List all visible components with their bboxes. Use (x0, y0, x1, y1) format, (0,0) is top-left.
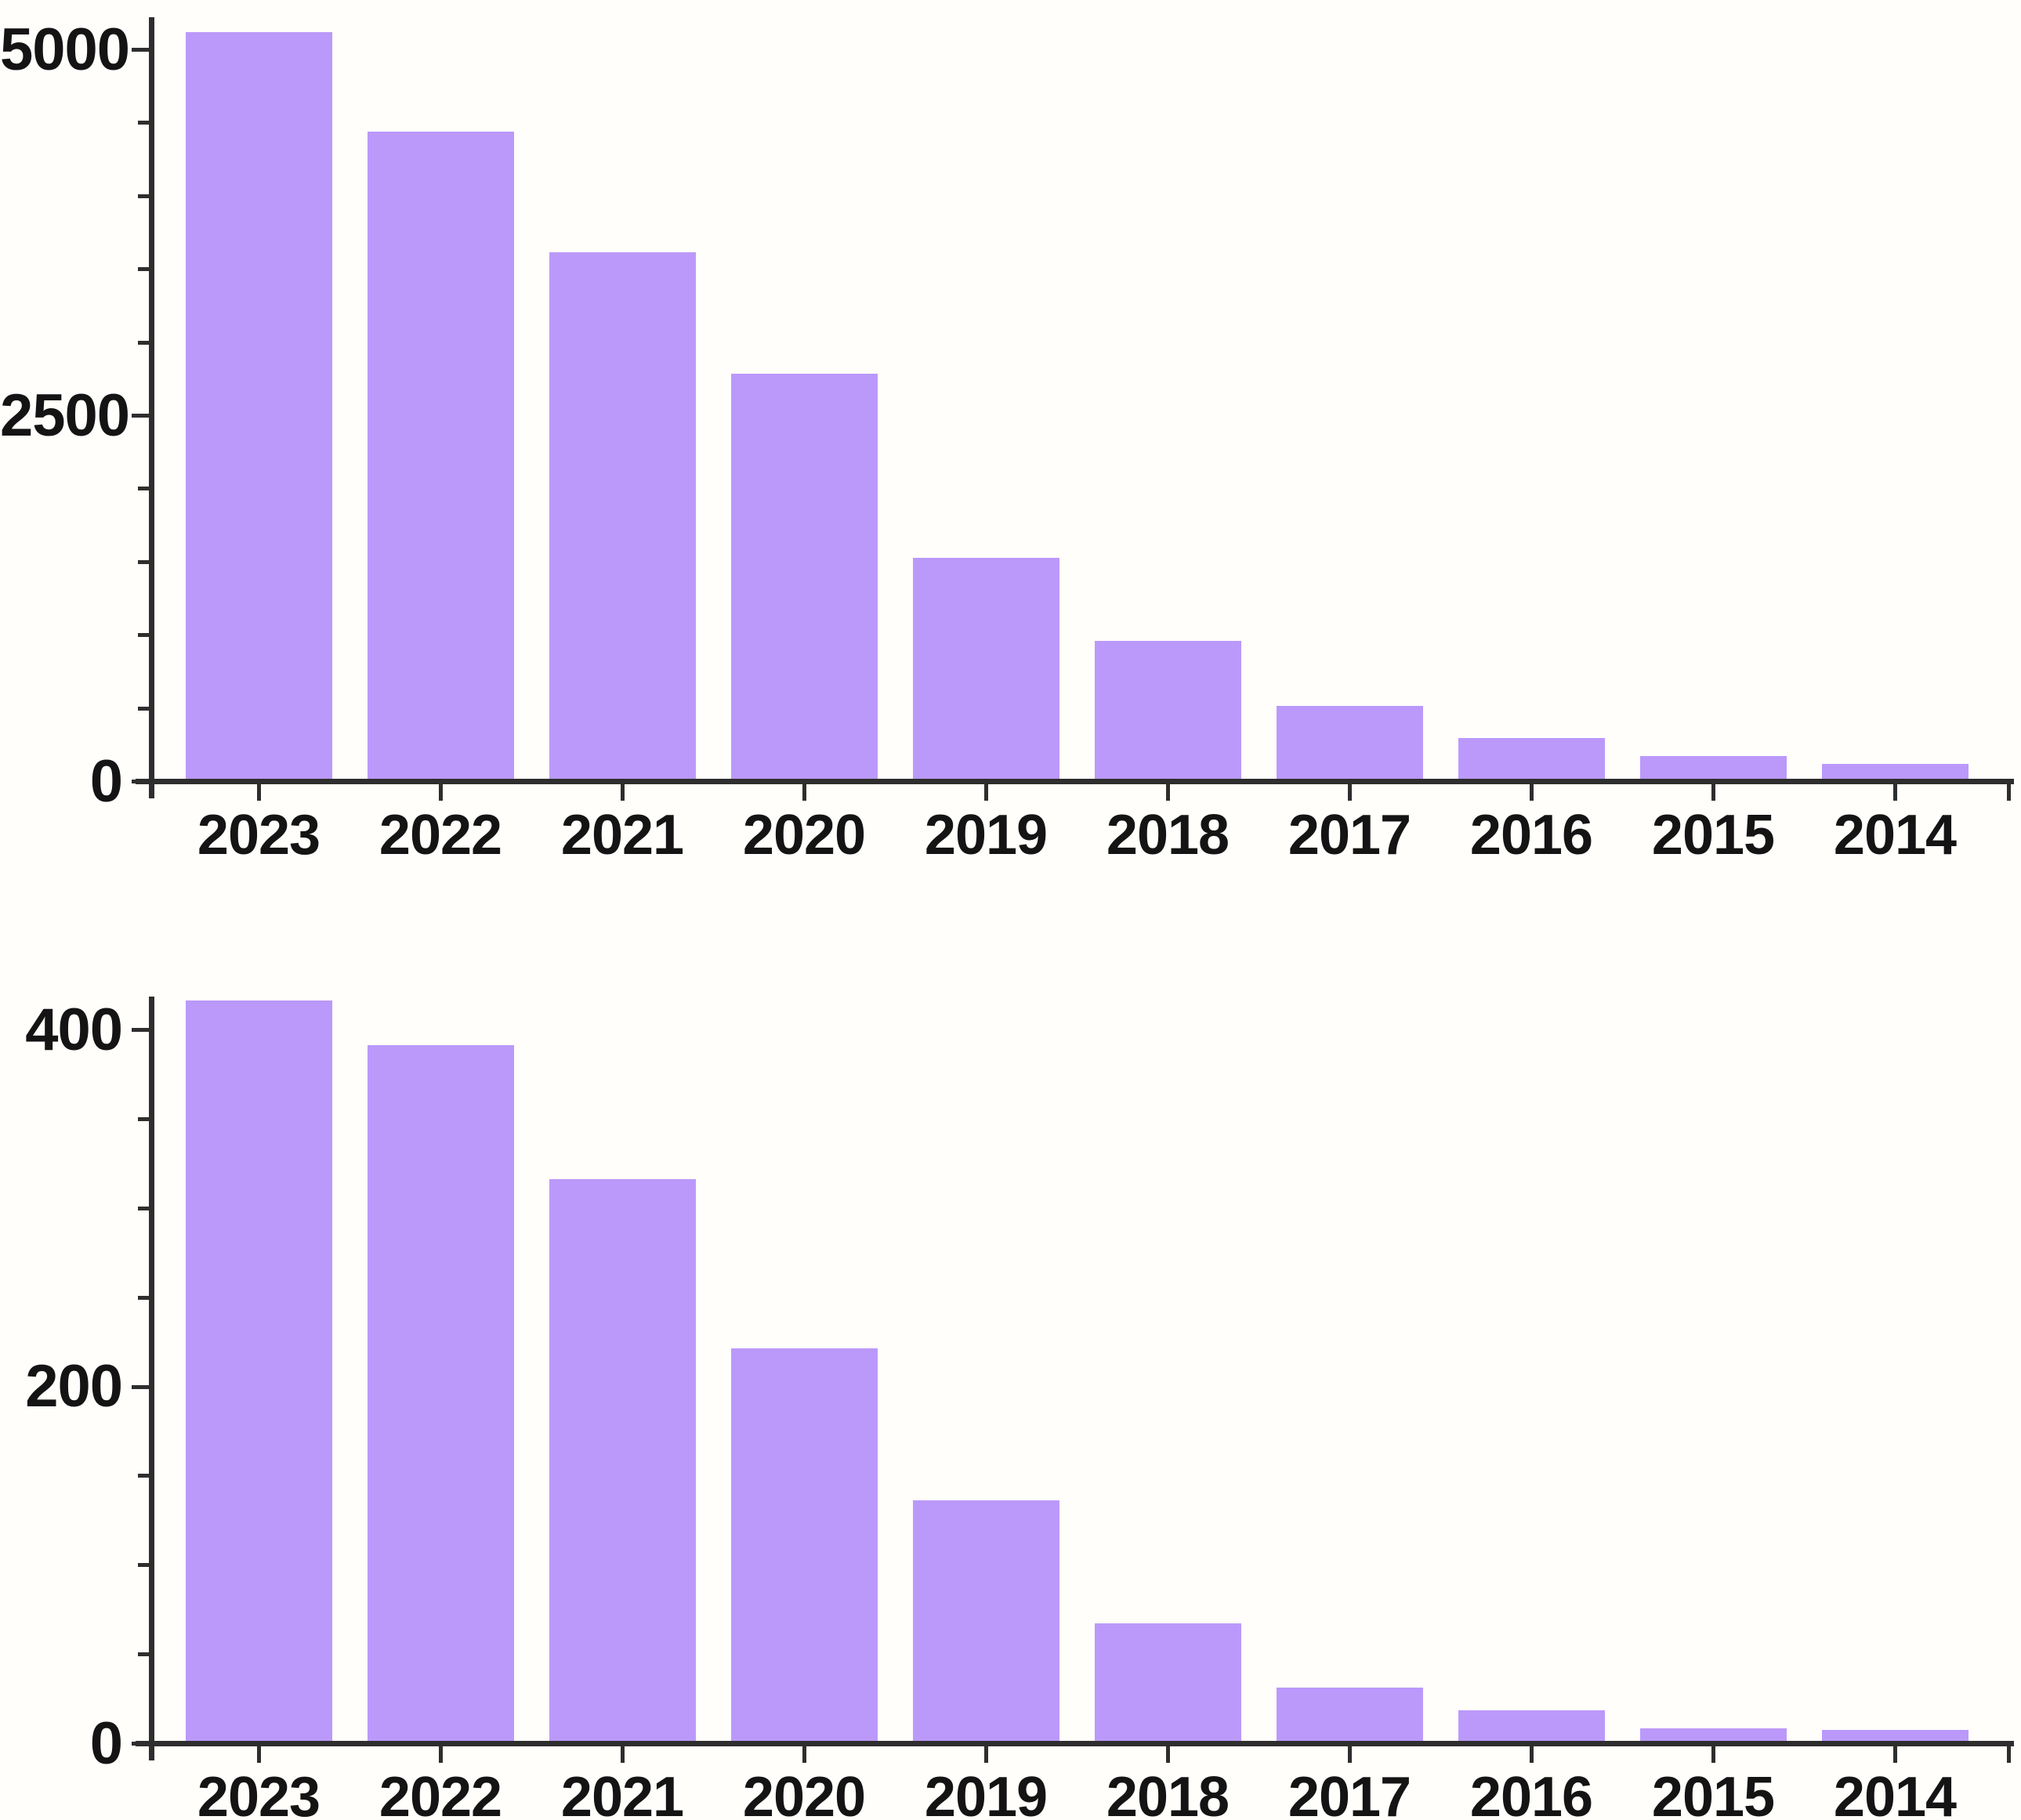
x-tick-2018 (1165, 1746, 1170, 1763)
x-tick-label-2020: 2020 (742, 804, 866, 867)
x-tick-label-2023: 2023 (197, 1766, 321, 1820)
x-tick-2019 (983, 1746, 988, 1763)
y-tick-label-5000: 5000 (0, 16, 130, 83)
y-tick-label-400: 400 (25, 996, 123, 1063)
y-major-tick-0 (132, 1742, 149, 1746)
bar-2022 (367, 132, 514, 781)
x-tick-2015 (1711, 784, 1715, 801)
y-minor-tick-4000 (138, 194, 149, 198)
y-axis (149, 997, 154, 1760)
bar-2021 (549, 251, 696, 781)
x-tick-2020 (802, 1746, 806, 1763)
bar-2019 (912, 557, 1059, 781)
bar-2020 (730, 1348, 878, 1743)
y-axis (149, 17, 154, 798)
x-tick-2017 (1347, 784, 1352, 801)
x-tick-label-2018: 2018 (1106, 1766, 1230, 1820)
y-tick-label-0: 0 (89, 1710, 123, 1777)
x-tick-label-2021: 2021 (560, 1766, 684, 1820)
x-axis (136, 1741, 2014, 1746)
x-tick-label-2017: 2017 (1288, 1766, 1411, 1820)
x-axis-end-tick (2006, 1746, 2011, 1763)
bar-2019 (912, 1500, 1059, 1743)
y-minor-tick-300 (138, 1206, 149, 1210)
y-minor-tick-350 (138, 1116, 149, 1121)
y-tick-label-200: 200 (25, 1353, 123, 1420)
y-major-tick-2500 (132, 414, 149, 418)
x-tick-label-2015: 2015 (1651, 1766, 1775, 1820)
bar-2015 (1639, 1728, 1787, 1743)
y-major-tick-0 (132, 780, 149, 783)
x-tick-2018 (1165, 784, 1170, 801)
y-minor-tick-150 (138, 1474, 149, 1478)
x-tick-2015 (1711, 1746, 1715, 1763)
x-tick-label-2023: 2023 (197, 804, 321, 867)
bar-2017 (1276, 1687, 1423, 1743)
x-tick-label-2022: 2022 (378, 804, 502, 867)
y-minor-tick-500 (138, 706, 149, 711)
x-tick-label-2020: 2020 (742, 1766, 866, 1820)
x-tick-label-2014: 2014 (1833, 1766, 1957, 1820)
x-tick-label-2015: 2015 (1651, 804, 1775, 867)
x-tick-2016 (1529, 784, 1534, 801)
x-tick-label-2019: 2019 (924, 804, 1048, 867)
y-minor-tick-100 (138, 1563, 149, 1568)
x-tick-label-2018: 2018 (1106, 804, 1230, 867)
x-tick-label-2022: 2022 (378, 1766, 502, 1820)
x-tick-2022 (438, 1746, 443, 1763)
x-axis-end-tick (2006, 784, 2011, 801)
y-tick-label-2500: 2500 (0, 382, 130, 449)
x-tick-2017 (1347, 1746, 1352, 1763)
y-major-tick-200 (132, 1384, 149, 1389)
y-minor-tick-250 (138, 1295, 149, 1300)
bar-2016 (1458, 737, 1605, 781)
y-minor-tick-1000 (138, 633, 149, 638)
bar-2014 (1821, 1730, 1968, 1743)
bar-2017 (1276, 705, 1423, 781)
x-tick-2021 (620, 1746, 625, 1763)
y-minor-tick-50 (138, 1652, 149, 1657)
x-tick-label-2019: 2019 (924, 1766, 1048, 1820)
bar-2022 (367, 1044, 514, 1743)
x-tick-2016 (1529, 1746, 1534, 1763)
bar-2014 (1821, 764, 1968, 781)
bar-2023 (185, 1000, 332, 1743)
bar-2021 (549, 1178, 696, 1743)
y-minor-tick-4500 (138, 121, 149, 125)
x-tick-2023 (256, 1746, 261, 1763)
y-major-tick-5000 (132, 48, 149, 52)
x-tick-2023 (256, 784, 261, 801)
y-minor-tick-2000 (138, 487, 149, 491)
bar-2016 (1458, 1710, 1605, 1743)
x-tick-label-2017: 2017 (1288, 804, 1411, 867)
x-tick-2019 (983, 784, 988, 801)
bar-2018 (1094, 641, 1241, 781)
x-tick-label-2016: 2016 (1469, 1766, 1593, 1820)
bar-2020 (730, 373, 878, 781)
x-tick-label-2021: 2021 (560, 804, 684, 867)
bar-2015 (1639, 756, 1787, 781)
bar-2018 (1094, 1623, 1241, 1743)
x-tick-label-2014: 2014 (1833, 804, 1957, 867)
x-tick-2014 (1892, 784, 1897, 801)
x-tick-2014 (1892, 1746, 1897, 1763)
y-minor-tick-3500 (138, 267, 149, 272)
y-major-tick-400 (132, 1028, 149, 1032)
y-minor-tick-1500 (138, 559, 149, 564)
x-axis (136, 779, 2014, 784)
x-tick-2022 (438, 784, 443, 801)
y-minor-tick-3000 (138, 340, 149, 345)
x-tick-label-2016: 2016 (1469, 804, 1593, 867)
bar-2023 (185, 32, 332, 781)
x-tick-2021 (620, 784, 625, 801)
x-tick-2020 (802, 784, 806, 801)
y-tick-label-0: 0 (89, 747, 123, 815)
